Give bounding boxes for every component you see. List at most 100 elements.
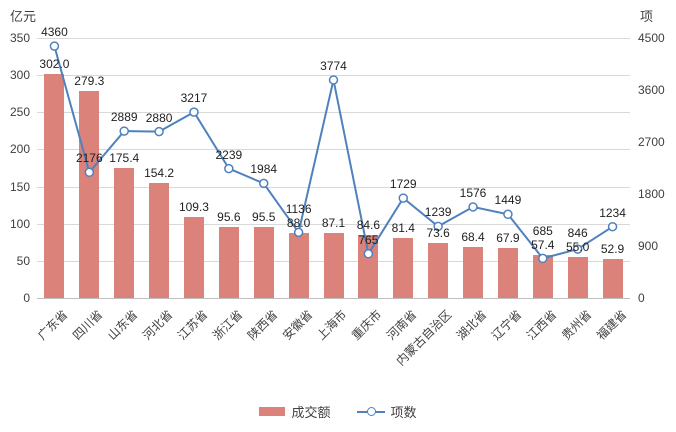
bar	[253, 227, 274, 298]
bar	[602, 258, 623, 298]
bar	[358, 235, 379, 298]
line-marker-icon	[398, 193, 409, 203]
line-value-label: 1576	[459, 185, 487, 200]
line-value-label: 685	[532, 224, 553, 239]
line-marker-icon	[363, 249, 374, 259]
right-axis-tick-label: 0	[638, 291, 645, 305]
right-axis-tick-label: 4500	[638, 31, 665, 45]
line-value-label: 3217	[180, 91, 208, 106]
legend: 成交额 项数	[0, 402, 676, 421]
line-value-label: 1234	[599, 205, 626, 220]
bar	[183, 216, 204, 298]
gridline	[37, 223, 630, 225]
line-value-label: 4360	[41, 25, 68, 40]
line-marker-icon	[189, 107, 199, 117]
line-swatch-marker-icon	[366, 407, 376, 416]
line-marker-icon	[572, 244, 583, 254]
left-axis-tick-label: 350	[9, 31, 30, 45]
legend-item-line-series: 项数	[356, 402, 417, 421]
left-axis-tick-label: 300	[9, 68, 30, 83]
legend-label-line-series: 项数	[390, 405, 417, 420]
line-series-swatch	[356, 407, 385, 416]
line-marker-icon	[49, 41, 60, 51]
line-marker-icon	[468, 202, 478, 212]
bar-value-label: 84.6	[356, 218, 381, 233]
line-marker-icon	[328, 75, 339, 85]
bar	[323, 233, 344, 298]
line-marker-icon	[503, 209, 513, 220]
line-marker-icon	[607, 221, 618, 232]
line-value-label: 765	[358, 232, 379, 247]
bar-value-label: 68.4	[461, 230, 485, 245]
bar-value-label: 88.0	[286, 215, 311, 230]
left-axis-tick-label: 150	[9, 179, 30, 194]
line-value-label: 1729	[389, 177, 417, 192]
bar	[44, 73, 65, 298]
line-value-label: 1984	[250, 162, 278, 177]
legend-item-bar-series: 成交额	[259, 402, 331, 421]
line-value-label: 1449	[494, 193, 522, 208]
line-marker-icon	[224, 163, 234, 174]
left-axis-tick-label: 50	[16, 253, 30, 268]
bar	[393, 237, 414, 298]
bar-value-label: 109.3	[178, 199, 209, 214]
bar	[79, 90, 100, 298]
gridline	[37, 186, 630, 188]
bar-value-label: 175.4	[109, 150, 140, 165]
bar-value-label: 87.1	[321, 216, 346, 231]
bar-value-label: 95.5	[252, 210, 276, 225]
bar-value-label: 57.4	[531, 238, 555, 253]
right-axis-tick-label: 1800	[638, 187, 665, 201]
left-axis-tick-label: 250	[9, 105, 30, 120]
gridline	[37, 38, 630, 39]
line-value-label: 2176	[75, 151, 103, 166]
left-axis-tick-label: 0	[23, 291, 30, 305]
right-axis-tick-label: 2700	[638, 135, 665, 149]
line-value-label: 3774	[320, 58, 347, 73]
line-marker-icon	[84, 167, 95, 178]
bar	[218, 226, 239, 298]
legend-label-bar-series: 成交额	[291, 405, 331, 420]
line-value-label: 2889	[110, 110, 138, 125]
bar	[428, 243, 449, 298]
left-axis-tick-label: 100	[9, 216, 30, 231]
line-marker-icon	[119, 126, 129, 136]
bar-value-label: 302.0	[39, 56, 70, 71]
bar	[463, 247, 484, 298]
bar-value-label: 279.3	[74, 73, 105, 88]
bar	[567, 257, 588, 298]
line-marker-icon	[433, 221, 443, 232]
line-value-label: 1239	[424, 205, 452, 220]
line-marker-icon	[154, 126, 164, 137]
bar	[497, 247, 518, 298]
x-axis-line	[37, 298, 630, 299]
bar-value-label: 73.6	[426, 226, 450, 241]
line-value-label: 1136	[285, 201, 312, 216]
line-value-label: 846	[567, 226, 588, 241]
bar-value-label: 154.2	[144, 166, 175, 181]
bar	[114, 167, 135, 298]
right-axis-unit-label: 项	[640, 9, 654, 24]
line-value-label: 2239	[215, 147, 243, 162]
bar	[288, 232, 309, 298]
bar-value-label: 52.9	[600, 241, 625, 256]
line-value-label: 2880	[145, 110, 173, 125]
right-axis-tick-label: 3600	[638, 83, 665, 97]
gridline	[37, 112, 630, 114]
right-axis-tick-label: 900	[638, 239, 659, 253]
bar	[532, 255, 553, 298]
gridline	[37, 149, 630, 151]
bar-value-label: 67.9	[496, 230, 520, 245]
line-marker-icon	[293, 227, 304, 238]
bar-series-swatch	[259, 407, 286, 416]
left-axis-tick-label: 200	[9, 142, 30, 157]
bar-value-label: 55.0	[565, 240, 590, 255]
bar-value-label: 95.6	[217, 209, 241, 224]
line-marker-icon	[538, 253, 548, 264]
line-marker-icon	[258, 178, 269, 189]
bar-value-label: 81.4	[391, 220, 415, 235]
left-axis-unit-label: 亿元	[10, 9, 37, 24]
bar	[149, 183, 170, 298]
